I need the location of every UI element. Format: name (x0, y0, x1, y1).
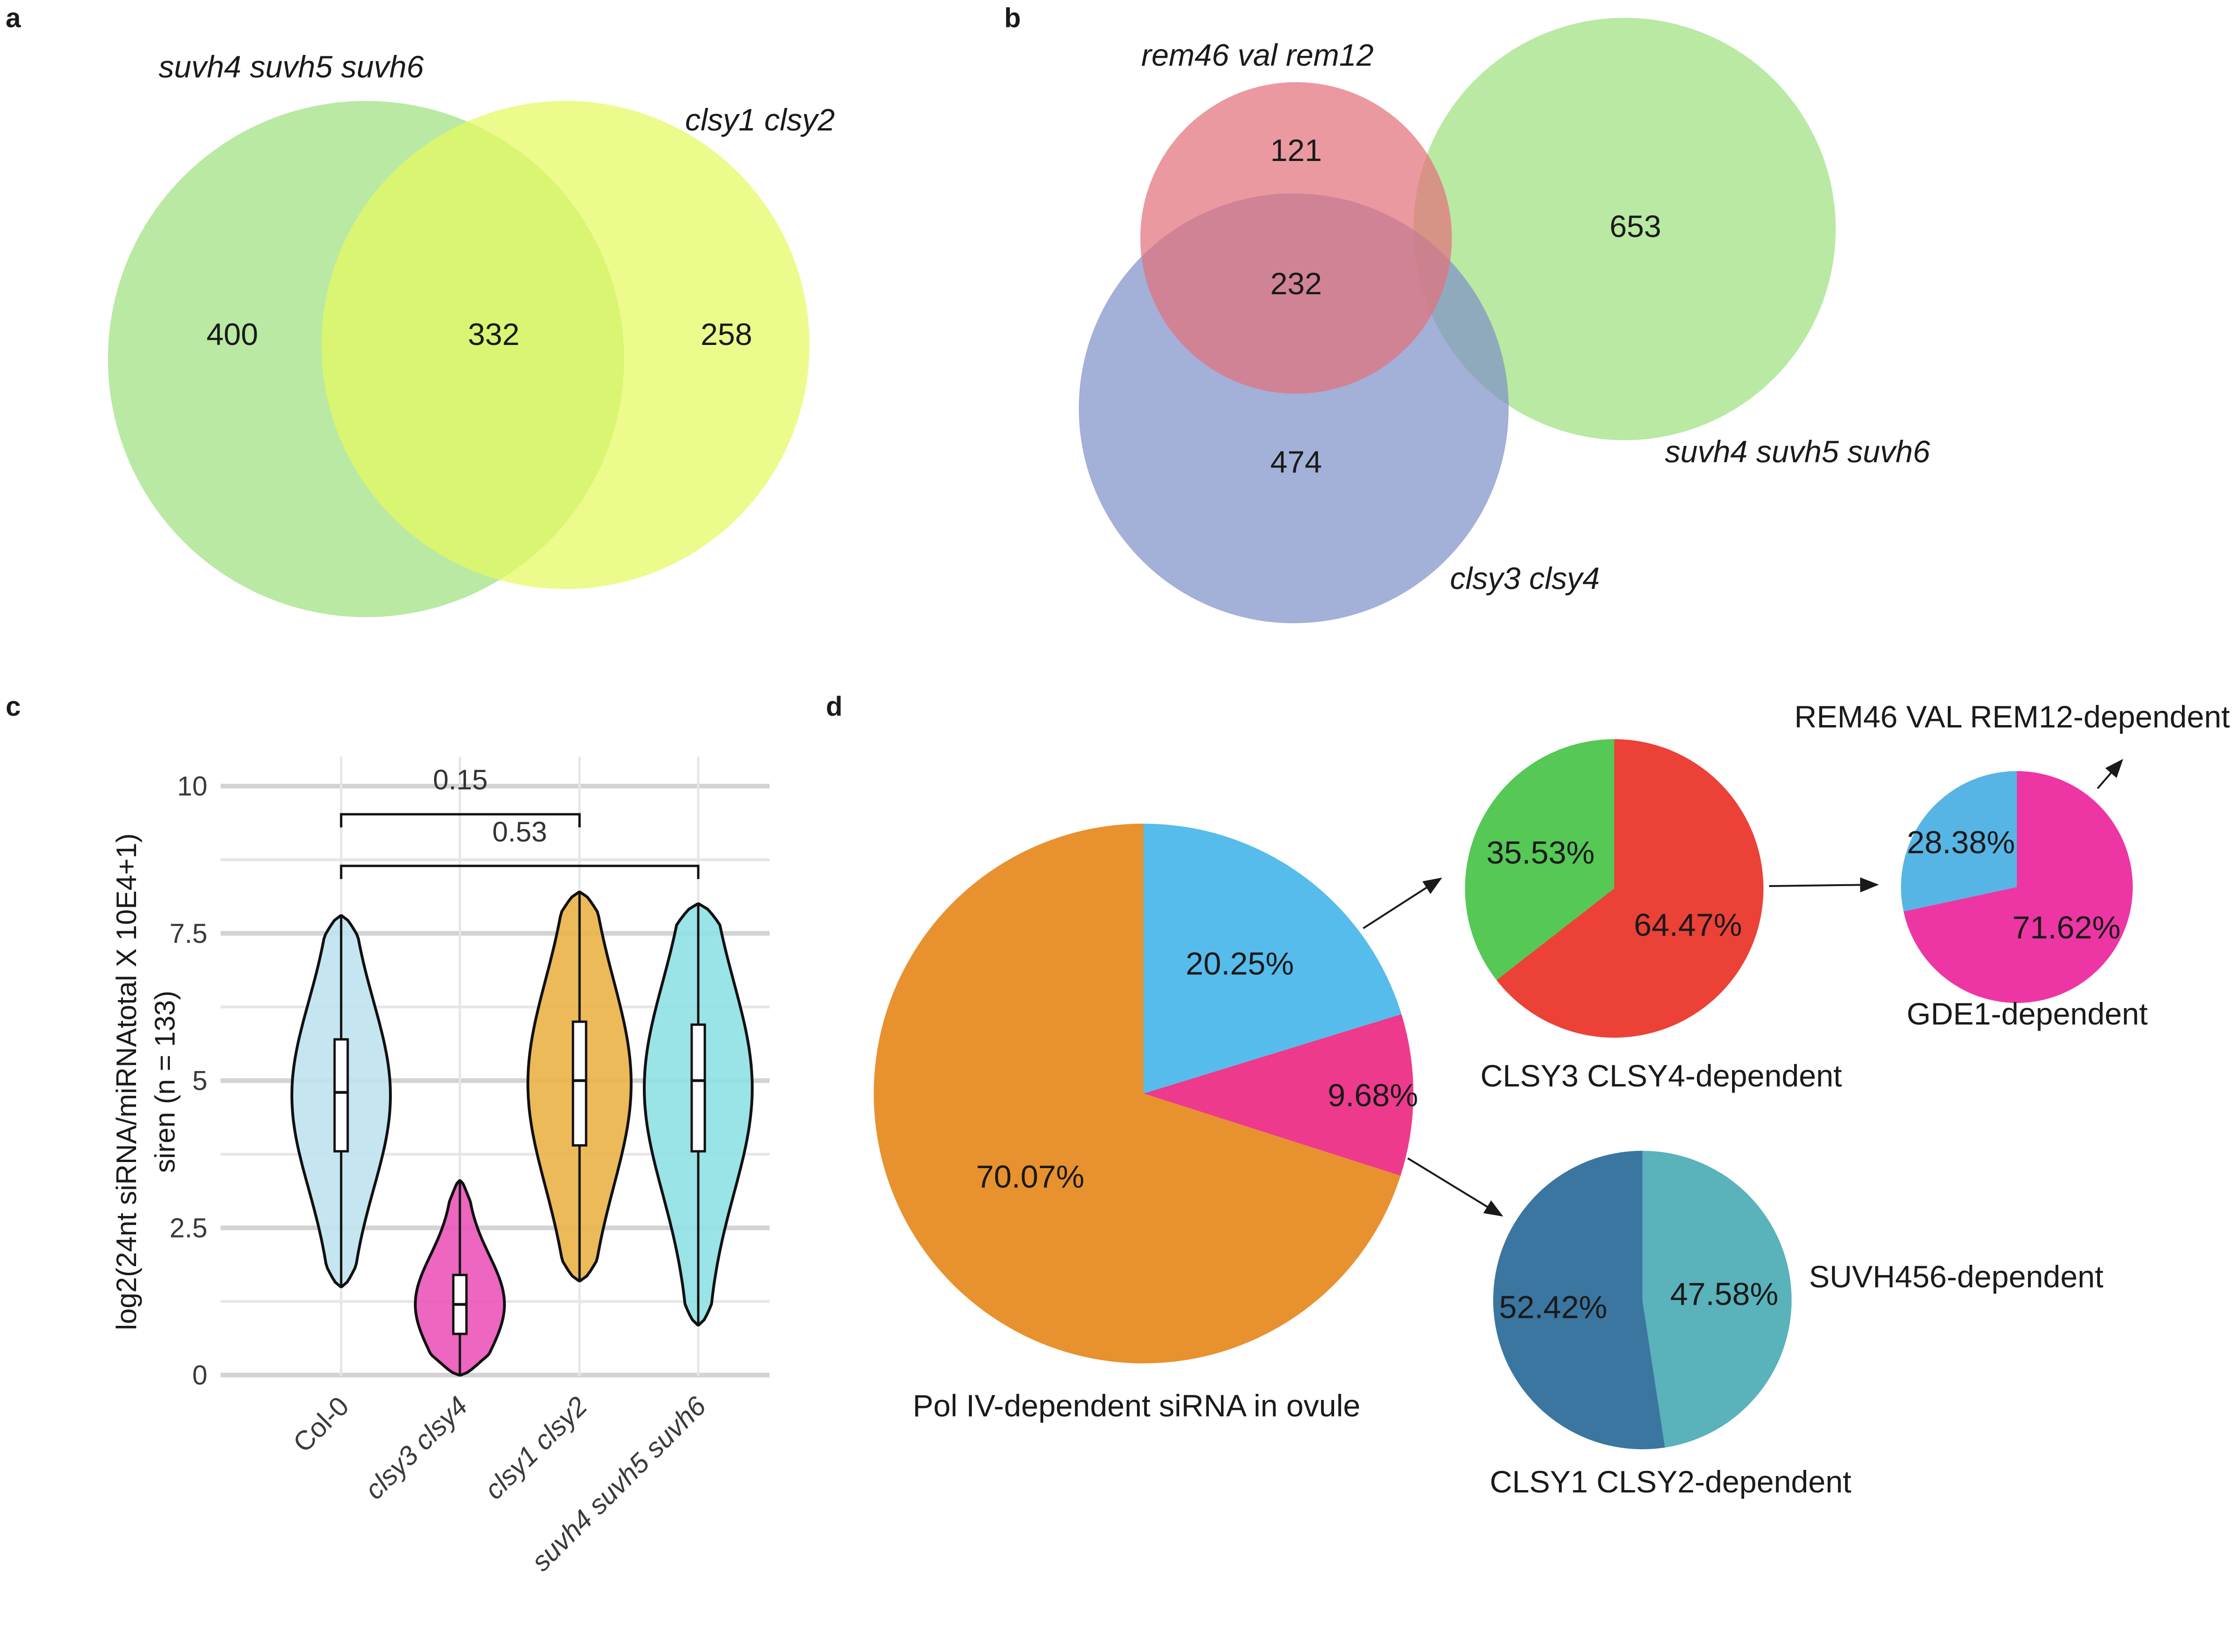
arrow-to-clsy34-pie (1362, 877, 1442, 929)
venn-b-label-suvh: suvh4 suvh5 suvh6 (1665, 434, 1930, 469)
violin-ytick-label: 5 (192, 1066, 207, 1096)
venn-b-label-rem: rem46 val rem12 (1141, 38, 1374, 72)
violin-ylabel-line2: siren (n = 133) (149, 991, 181, 1173)
arrow-to-clsy12-pie (1407, 1157, 1503, 1217)
pie-clsy34-label-1: 35.53% (1487, 835, 1595, 871)
violin-ytick-label: 2.5 (169, 1213, 207, 1243)
pie-clsy12-slice-1 (1493, 1151, 1665, 1449)
violin-brackets: 0.150.53 (340, 764, 700, 879)
pie-main-caption: Pol IV-dependent siRNA in ovule (913, 1388, 1360, 1423)
venn-a-label-clsy12: clsy1 clsy2 (685, 102, 835, 137)
pie-clsy34-label-0: 64.47% (1634, 907, 1742, 943)
venn-b-set-suvh (1413, 18, 1836, 440)
panel-a: a suvh4 suvh5 suvh6 clsy1 clsy2 400 332 … (6, 3, 835, 617)
pie-clsy12: 47.58% 52.42% (1493, 1151, 1792, 1449)
panel-b: b rem46 val rem12 suvh4 suvh5 suvh6 clsy… (1004, 3, 1930, 623)
pie-clsy12-caption: CLSY1 CLSY2-dependent (1490, 1464, 1852, 1499)
violin-box-col-0 (333, 1038, 349, 1153)
violin-ytick-label: 0 (192, 1360, 207, 1391)
significance-bracket (340, 864, 700, 879)
venn-b-set-rem (1140, 82, 1452, 394)
significance-bracket (340, 813, 581, 827)
pie-clsy12-slice-0 (1642, 1151, 1792, 1448)
venn-b-count-only-clsy34: 474 (1270, 444, 1322, 479)
panel-c-letter: c (6, 691, 21, 722)
pie-clsy12-label-1: 52.42% (1499, 1290, 1607, 1325)
violin-ylabel-line1: log2(24nt siRNA/miRNAtotal X 10E4+1) (111, 834, 142, 1331)
pie-rem-slice-0 (1903, 771, 2133, 1003)
pie-clsy12-label-0: 47.58% (1670, 1277, 1778, 1312)
venn-a-count-shared: 332 (468, 317, 519, 352)
venn-a-count-only-clsy12: 258 (701, 317, 752, 352)
pie-main-slice-0 (1144, 824, 1402, 1094)
pie-clsy34-slice-1 (1465, 739, 1614, 980)
violin-xtick-label: Col-0 (287, 1391, 355, 1458)
pie-clsy34-slice-0 (1496, 739, 1763, 1038)
venn-b-count-rem-clsy34: 232 (1270, 266, 1322, 301)
panel-d: d 20.25% 9.68% 70.07% 64.47% 35.53% 71.62% 28.… (826, 691, 2230, 1499)
pie-main-slice-1 (1144, 1014, 1413, 1176)
venn-b-count-only-suvh: 653 (1610, 209, 1661, 244)
pie-main-label-1: 9.68% (1328, 1078, 1418, 1113)
venn-a-count-only-suvh: 400 (206, 317, 258, 352)
pie-rem-caption-bottom: GDE1-dependent (1907, 996, 2148, 1031)
violin-box-clsy1-clsy2 (572, 1020, 588, 1147)
pie-clsy34-caption: CLSY3 CLSY4-dependent (1480, 1058, 1842, 1093)
significance-pvalue: 0.15 (433, 764, 488, 795)
venn-a-label-suvh: suvh4 suvh5 suvh6 (159, 49, 424, 84)
venn-b-count-only-rem: 121 (1270, 133, 1322, 168)
pie-charts: 20.25% 9.68% 70.07% 64.47% 35.53% 71.62% 28.38… (873, 739, 2133, 1449)
violin-xtick-label: clsy1 clsy2 (479, 1391, 593, 1505)
panel-d-letter: d (826, 691, 842, 722)
pie-clsy34: 64.47% 35.53% (1465, 739, 1763, 1038)
pie-rem-label-1: 28.38% (1907, 825, 2015, 860)
violin-xtick-label: clsy3 clsy4 (359, 1391, 473, 1505)
violin-ytick-label: 7.5 (169, 918, 207, 949)
arrow-to-rem-pie (1769, 877, 1879, 893)
panel-c: c log2(24nt siRNA/miRNAtotal X 10E4+1) s… (6, 691, 770, 1577)
panel-b-letter: b (1004, 3, 1021, 33)
pie-main-label-2: 70.07% (976, 1159, 1084, 1194)
venn-b-label-clsy34: clsy3 clsy4 (1450, 561, 1600, 596)
violin-ytick-label: 10 (177, 771, 207, 802)
pie-rem-label-0: 71.62% (2012, 910, 2121, 945)
violin-marks (290, 890, 754, 1377)
significance-pvalue: 0.53 (492, 816, 547, 848)
violin-yticks: 0 2.5 5 7.5 10 (169, 771, 207, 1391)
pie-rem-slice-1 (1901, 771, 2017, 912)
venn-a-set-clsy12 (321, 101, 809, 589)
pie-main: 20.25% 9.68% 70.07% (873, 824, 1418, 1363)
pie-rem-caption-top: REM46 VAL REM12-dependent (1794, 699, 2230, 734)
pie-main-slice-2 (873, 824, 1401, 1363)
violin-box-suvh4-suvh5-suvh6 (690, 1023, 706, 1153)
pie-rem: 71.62% 28.38% (1901, 771, 2133, 1003)
arrow-to-rem-caption (2097, 758, 2123, 789)
pie-main-label-0: 20.25% (1186, 946, 1294, 982)
panel-a-letter: a (6, 3, 21, 33)
pie-clsy12-caption-side: SUVH456-dependent (1809, 1259, 2103, 1294)
